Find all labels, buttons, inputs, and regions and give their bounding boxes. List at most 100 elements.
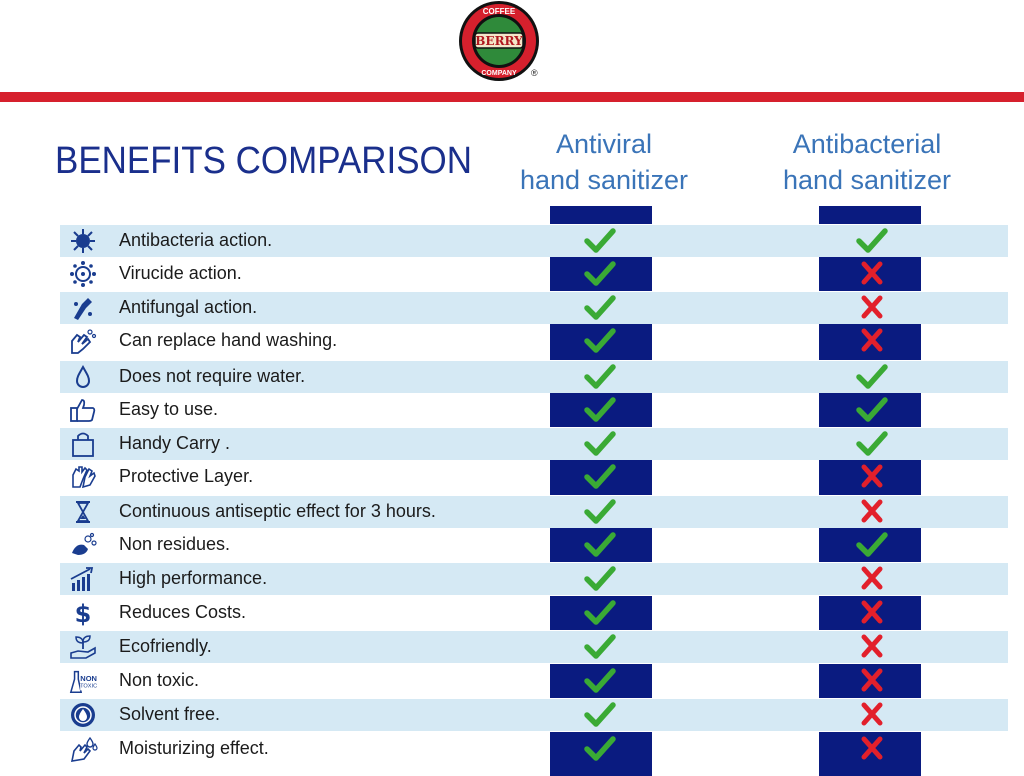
row-label: Non residues. <box>119 534 231 554</box>
check-icon <box>855 529 889 559</box>
cross-icon <box>855 325 889 355</box>
non-toxic-icon-subtext: TOXIC <box>80 684 97 690</box>
row-band <box>60 699 1008 731</box>
row-label: Reduces Costs. <box>119 602 247 622</box>
row-label: Virucide action. <box>119 263 242 283</box>
check-icon <box>583 428 617 458</box>
table-row: Can replace hand washing. <box>60 324 1008 358</box>
table-row: Handy Carry . <box>60 427 1008 461</box>
cross-icon <box>855 496 889 526</box>
water-drop-icon <box>68 363 98 391</box>
check-icon <box>583 461 617 491</box>
foam-hand-icon <box>68 531 98 559</box>
table-row: Non residues. <box>60 528 1008 562</box>
bacteria-icon <box>68 227 98 255</box>
check-icon <box>583 699 617 729</box>
table-row: $ Reduces Costs. <box>60 596 1008 630</box>
row-label: Solvent free. <box>119 704 221 724</box>
table-row: Ecofriendly. <box>60 630 1008 664</box>
check-icon <box>583 292 617 322</box>
plant-hand-icon <box>68 633 98 661</box>
virus-icon <box>68 260 98 288</box>
column-header-line: Antibacterial <box>792 129 942 159</box>
growth-chart-icon <box>68 565 98 593</box>
logo-text-bottom: COMPANY <box>481 70 517 77</box>
row-band <box>60 563 1008 595</box>
coffee-berry-logo: BERRY COFFEE COMPANY <box>455 0 543 82</box>
check-icon <box>855 225 889 255</box>
check-icon <box>583 529 617 559</box>
row-band <box>60 631 1008 663</box>
table-row: Does not require water. <box>60 360 1008 394</box>
row-band <box>60 292 1008 324</box>
logo-text-mid: BERRY <box>475 34 523 48</box>
hourglass-icon <box>68 498 98 526</box>
table-row: Moisturizing effect. <box>60 732 1008 766</box>
check-icon <box>583 733 617 763</box>
row-label: Can replace hand washing. <box>119 330 338 350</box>
column-header-line: hand sanitizer <box>782 165 952 195</box>
row-label: Moisturizing effect. <box>119 738 269 758</box>
non-toxic-icon: NON TOXIC <box>68 667 98 695</box>
page-title: BENEFITS COMPARISON <box>55 140 472 182</box>
check-icon <box>583 665 617 695</box>
registered-mark: ® <box>531 68 538 78</box>
row-label: Antibacteria action. <box>119 230 273 250</box>
column-cap-antiviral <box>550 206 652 224</box>
check-icon <box>583 597 617 627</box>
table-row: Solvent free. <box>60 698 1008 732</box>
fungus-icon <box>68 294 98 322</box>
cross-icon <box>855 563 889 593</box>
row-band <box>60 225 1008 257</box>
column-header-antiviral: Antiviral hand sanitizer <box>494 126 714 198</box>
row-label: Does not require water. <box>119 366 306 386</box>
gloves-icon <box>68 463 98 491</box>
header-divider <box>0 92 1024 102</box>
bag-icon <box>68 430 98 458</box>
cross-icon <box>855 461 889 491</box>
row-label: Non toxic. <box>119 670 200 690</box>
table-row: High performance. <box>60 562 1008 596</box>
check-icon <box>583 225 617 255</box>
row-band <box>60 361 1008 393</box>
cross-icon <box>855 699 889 729</box>
row-label: Continuous antiseptic effect for 3 hours… <box>119 501 436 521</box>
table-row: Antifungal action. <box>60 291 1008 325</box>
column-header-line: Antiviral <box>555 129 653 159</box>
dollar-icon: $ <box>68 599 98 627</box>
row-label: Antifungal action. <box>119 297 258 317</box>
cross-icon <box>855 631 889 661</box>
check-icon <box>583 361 617 391</box>
cross-icon <box>855 597 889 627</box>
row-label: Protective Layer. <box>119 466 254 486</box>
column-cap-antibacterial <box>819 206 921 224</box>
antibacterial-column-cell-bg <box>819 393 921 427</box>
logo-text-top: COFFEE <box>483 7 516 16</box>
check-icon <box>583 631 617 661</box>
antibacterial-column-cell-bg <box>819 528 921 562</box>
non-toxic-icon-text: NON <box>80 674 97 683</box>
table-row: Easy to use. <box>60 393 1008 427</box>
check-icon <box>583 394 617 424</box>
row-label: Handy Carry . <box>119 433 231 453</box>
table-row: NON TOXIC Non toxic. <box>60 664 1008 698</box>
check-icon <box>855 428 889 458</box>
table-row: Virucide action. <box>60 257 1008 291</box>
svg-text:$: $ <box>75 600 92 627</box>
column-header-antibacterial: Antibacterial hand sanitizer <box>757 126 977 198</box>
thumbs-up-icon <box>68 396 98 424</box>
check-icon <box>855 394 889 424</box>
cross-icon <box>855 292 889 322</box>
row-label: High performance. <box>119 568 268 588</box>
column-header-line: hand sanitizer <box>519 165 689 195</box>
row-band <box>60 428 1008 460</box>
row-band <box>60 496 1008 528</box>
check-icon <box>583 325 617 355</box>
table-row: Protective Layer. <box>60 460 1008 494</box>
row-label: Ecofriendly. <box>119 636 212 656</box>
cross-icon <box>855 733 889 763</box>
cross-icon <box>855 665 889 695</box>
check-icon <box>583 496 617 526</box>
table-row: Antibacteria action. <box>60 224 1008 258</box>
solvent-free-icon <box>68 701 98 729</box>
